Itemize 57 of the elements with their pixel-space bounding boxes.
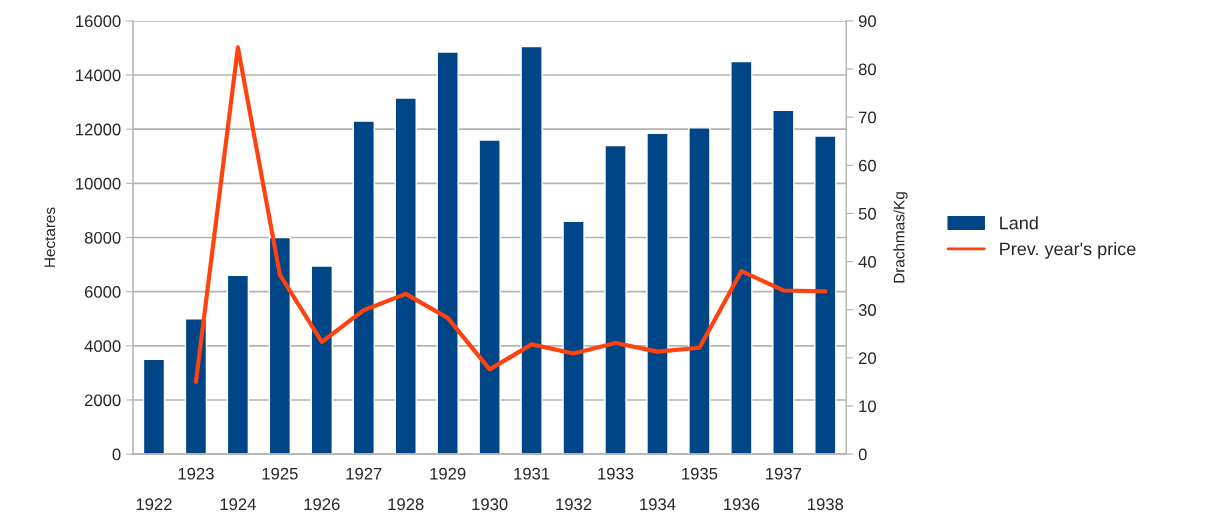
y-tick-label: 10000 [76,177,121,190]
y2-tick-label: 60 [858,159,876,172]
y-tick-label: 2000 [84,394,121,407]
y2-axis-title: Drachmas/Kg [893,192,908,283]
y2-tick-label: 70 [858,111,876,124]
bar [478,139,501,455]
bar [436,51,459,455]
x-tick-label: 1933 [598,467,634,480]
bar [226,274,250,455]
x-tick-label: 1922 [136,498,172,511]
x-tick-label: 1932 [556,498,592,511]
bar [730,60,753,455]
x-tick-label: 1936 [724,498,760,511]
bar [352,120,375,455]
y2-tick-label: 10 [859,400,876,413]
x-tick-label: 1935 [682,467,718,480]
x-tick-label: 1934 [640,498,676,511]
y-tick-label: 16000 [76,15,121,28]
x-tick-label: 1924 [220,498,256,511]
y-axis-title: Hectares [44,207,56,267]
bar [814,135,837,455]
line-series [193,45,828,385]
y2-tick-label: 90 [858,15,876,28]
bar [268,236,292,455]
bar [520,45,543,455]
x-tick-label: 1937 [766,467,802,480]
bar [646,132,669,455]
x-tick-label: 1930 [472,498,508,511]
legend-label: Land [1000,216,1038,230]
y-tick-label: 8000 [84,231,121,244]
bar [142,358,166,455]
y2-tick-label: 80 [858,63,876,76]
y2-tick-label: 40 [858,255,876,268]
bar [310,265,333,455]
y-tick-label: 12000 [76,123,121,136]
bar [604,144,627,455]
x-tick-label: 1929 [430,467,466,480]
y-tick-label: 0 [112,448,121,461]
y2-tick-label: 30 [858,304,876,316]
x-tick-label: 1938 [808,498,844,511]
x-tick-label: 1926 [304,498,340,511]
bar [562,220,585,455]
y-tick-label: 4000 [84,340,121,353]
y-tick-label: 14000 [76,69,121,82]
legend-label: Prev. year's price [1000,242,1136,259]
y2-tick-label: 0 [858,448,867,461]
x-tick-label: 1928 [388,498,424,511]
y2-tick-label: 50 [858,207,876,220]
x-tick-label: 1927 [346,467,382,480]
x-tick-label: 1923 [178,467,214,480]
y2-tick-label: 20 [858,352,876,365]
bar [772,109,795,455]
bar [688,127,711,455]
x-tick-label: 1931 [514,467,550,480]
x-tick-label: 1925 [262,467,298,480]
y-tick-label: 6000 [84,286,121,298]
bar [394,97,417,455]
